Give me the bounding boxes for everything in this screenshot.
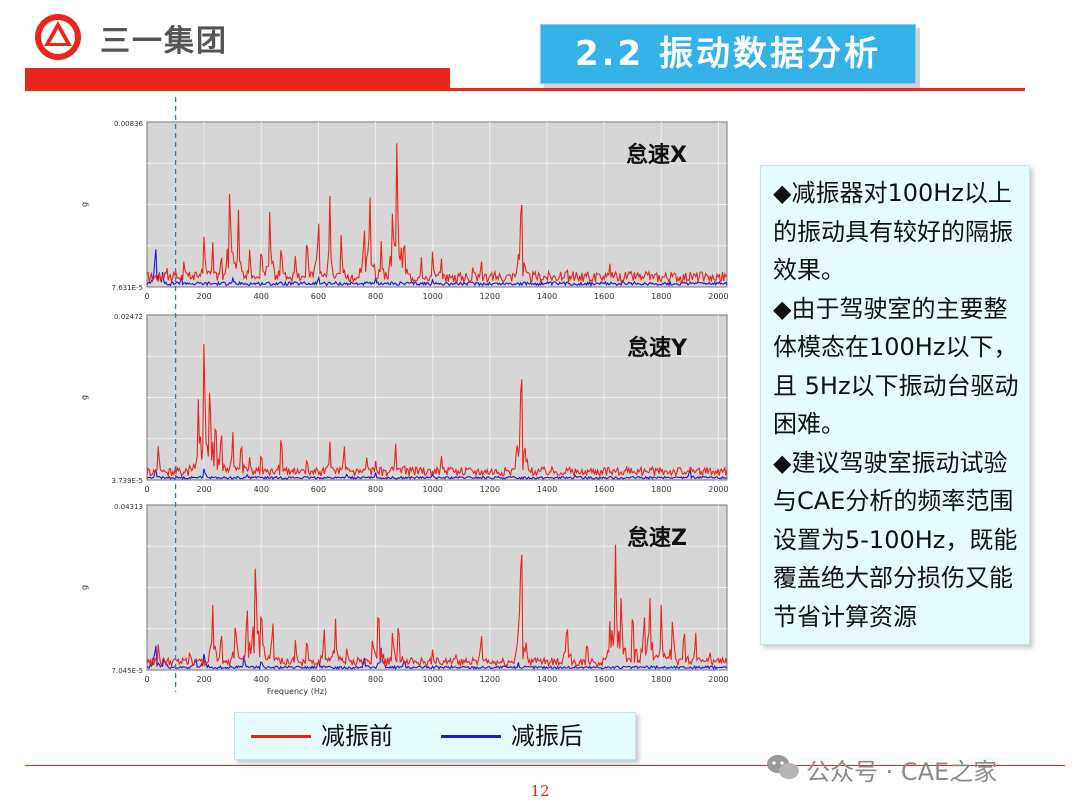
chart-3-x-tick-label: 2000: [708, 675, 728, 684]
slide-title-box: 2.2 振动数据分析: [540, 24, 916, 84]
chart-2-x-tick-label: 1400: [537, 485, 557, 494]
chart-3-x-tick-label: 1400: [537, 675, 557, 684]
page-number: 12: [530, 782, 550, 800]
chart-3-x-tick-label: 1600: [594, 675, 614, 684]
chart-3-x-tick-label: 1800: [651, 675, 671, 684]
chart-2-annotation: 怠速Y: [627, 335, 688, 361]
chart-2-x-tick-label: 1800: [651, 485, 671, 494]
chart-2-x-tick-label: 600: [311, 485, 326, 494]
wechat-icon: [767, 755, 799, 779]
chart-2-x-tick-label: 1600: [594, 485, 614, 494]
company-name: 三一集团: [100, 24, 228, 59]
chart-2-y-axis-label: g: [80, 395, 89, 400]
chart-2-x-tick-label: 800: [368, 485, 383, 494]
legend-before-label: 减振前: [321, 722, 393, 750]
slide-title: 2.2 振动数据分析: [574, 34, 882, 74]
chart-3-x-tick-label: 400: [254, 675, 269, 684]
chart-2-x-tick-label: 1200: [480, 485, 500, 494]
header-red-line: [25, 88, 1025, 91]
legend-after-swatch: [441, 735, 501, 738]
chart-legend: 减振前 减振后: [234, 712, 636, 760]
chart-2-y-bottom-label: 3.739E-5: [112, 477, 143, 485]
chart-1-x-tick-label: 0: [144, 292, 149, 301]
chart-1-x-tick-label: 1600: [594, 292, 614, 301]
chart-1-x-tick-label: 800: [368, 292, 383, 301]
chart-3-x-tick-label: 200: [197, 675, 212, 684]
chart-1-x-tick-label: 600: [311, 292, 326, 301]
chart-3-x-tick-label: 0: [144, 675, 149, 684]
note-2: ◆由于驾驶室的主要整体模态在100Hz以下，且 5Hz以下振动台驱动困难。: [773, 294, 1019, 439]
chart-1-y-top-label: 0.00836: [114, 120, 143, 128]
chart-3-x-tick-label: 600: [311, 675, 326, 684]
watermark-text: 公众号 · CAE之家: [806, 758, 998, 786]
company-logo: 三一集团: [30, 12, 260, 62]
chart-1-x-tick-label: 400: [254, 292, 269, 301]
legend-before-swatch: [251, 735, 311, 738]
chart-1-x-tick-label: 1200: [480, 292, 500, 301]
chart-1-y-bottom-label: 7.631E-5: [112, 284, 143, 292]
chart-3-x-tick-label: 1000: [423, 675, 443, 684]
chart-2-x-tick-label: 200: [197, 485, 212, 494]
chart-1-x-tick-label: 200: [197, 292, 212, 301]
chart-3-annotation: 怠速Z: [627, 525, 687, 551]
note-3: ◆建议驾驶室振动试验与CAE分析的频率范围设置为5-100Hz，既能覆盖绝大部分…: [773, 448, 1018, 631]
chart-2-x-tick-label: 400: [254, 485, 269, 494]
chart-3-x-axis-label: Frequency (Hz): [267, 687, 327, 696]
chart-3-x-tick-label: 800: [368, 675, 383, 684]
chart-1-annotation: 怠速X: [626, 142, 687, 168]
notes-box: ◆减振器对100Hz以上的振动具有较好的隔振效果。 ◆由于驾驶室的主要整体模态在…: [760, 165, 1030, 645]
note-1: ◆减振器对100Hz以上的振动具有较好的隔振效果。: [773, 179, 1013, 284]
chart-3-y-bottom-label: 7.045E-5: [112, 667, 143, 675]
chart-2-series-before: [146, 343, 728, 479]
chart-1-x-tick-label: 1400: [537, 292, 557, 301]
legend-after-label: 减振后: [511, 722, 583, 750]
chart-2-x-tick-label: 1000: [423, 485, 443, 494]
chart-2-x-tick-label: 0: [144, 485, 149, 494]
chart-1-series-before: [146, 143, 728, 284]
chart-1-x-tick-label: 1800: [651, 292, 671, 301]
chart-1-y-axis-label: g: [80, 202, 89, 207]
chart-2-series-after: [146, 468, 728, 481]
chart-1-series-after: [146, 249, 728, 288]
chart-3-x-tick-label: 1200: [480, 675, 500, 684]
chart-2-y-top-label: 0.02472: [114, 313, 143, 321]
chart-2-x-tick-label: 2000: [708, 485, 728, 494]
vibration-charts: 0 200 400 600 800 1000 1200 1400 1600 1800 20000.0…: [80, 97, 729, 696]
chart-3-y-axis-label: g: [80, 585, 89, 590]
sany-logo-icon: [35, 14, 81, 60]
chart-3-series-before: [146, 544, 728, 668]
chart-1-x-tick-label: 2000: [708, 292, 728, 301]
chart-3-y-top-label: 0.04313: [114, 503, 143, 511]
footer-line: [25, 765, 1065, 766]
chart-1-x-tick-label: 1000: [423, 292, 443, 301]
header-red-bar: [25, 68, 450, 90]
